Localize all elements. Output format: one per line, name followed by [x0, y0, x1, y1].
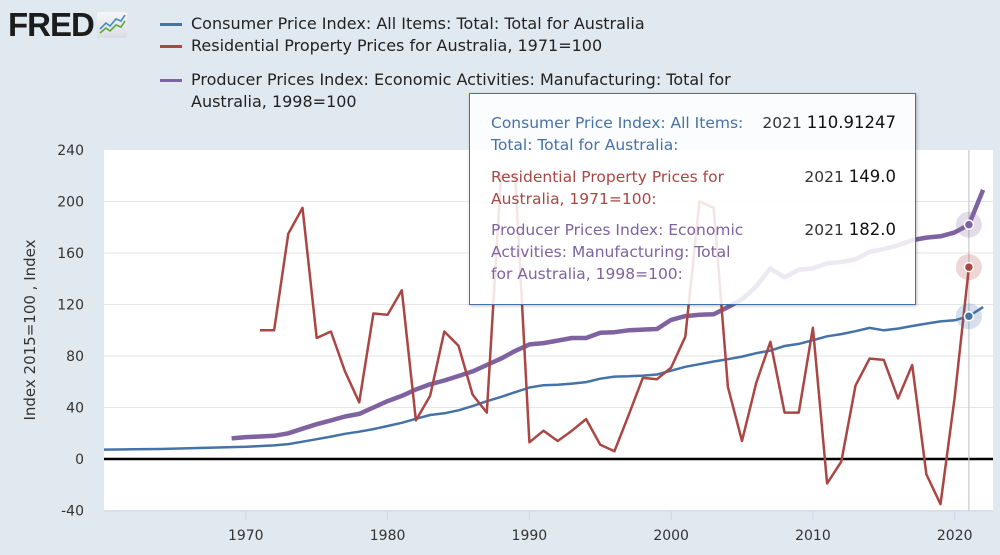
fred-logo[interactable]: FRED: [8, 8, 127, 42]
y-tick-label: 160: [57, 246, 84, 262]
tooltip-series-name: Consumer Price Index: All Items: Total: …: [491, 114, 744, 154]
tooltip-number: 149.0: [848, 167, 896, 186]
x-tick-label: 1980: [370, 528, 406, 544]
legend-label: Residential Property Prices for Australi…: [191, 36, 603, 55]
hover-point: [963, 261, 975, 273]
legend-swatch: [160, 23, 182, 26]
tooltip-year: 2021: [804, 168, 844, 186]
tooltip-value: 2021 149.0: [804, 166, 896, 188]
tooltip-value: 2021 110.91247: [762, 112, 896, 134]
tooltip-series-name: Producer Prices Index: Economic Activiti…: [491, 221, 744, 283]
tooltip-value: 2021 182.0: [804, 219, 896, 241]
x-tick-label: 2010: [795, 528, 831, 544]
tooltip-row-ppi: Producer Prices Index: Economic Activiti…: [491, 219, 896, 285]
chart-legend: Consumer Price Index: All Items: Total: …: [160, 13, 801, 113]
y-tick-label: 200: [57, 195, 84, 211]
line-chart-icon: [96, 12, 127, 38]
hover-point: [963, 219, 975, 230]
legend-item-ppi[interactable]: Producer Prices Index: Economic Activiti…: [160, 69, 801, 113]
y-tick-label: -40: [61, 504, 84, 520]
y-tick-label: 0: [75, 452, 84, 468]
legend-item-property[interactable]: Residential Property Prices for Australi…: [160, 35, 801, 57]
x-tick-label: 1970: [228, 528, 264, 544]
tooltip-year: 2021: [762, 114, 802, 132]
tooltip-series-name: Residential Property Prices for Australi…: [491, 168, 724, 208]
fred-logo-text: FRED: [8, 6, 95, 43]
x-tick-label: 2020: [937, 528, 973, 544]
legend-label: Producer Prices Index: Economic Activiti…: [191, 70, 731, 111]
hover-markers: [955, 211, 982, 330]
series-line-1: [260, 174, 971, 506]
y-tick-label: 80: [66, 349, 84, 365]
y-axis-ticks: -40 0 40 80 120 160 200 240: [57, 143, 84, 520]
tooltip-row-property: Residential Property Prices for Australi…: [491, 166, 896, 210]
tooltip: Consumer Price Index: All Items: Total: …: [469, 93, 916, 305]
x-axis-ticks: 1970 1980 1990 2000 2010 2020: [228, 511, 973, 544]
x-tick-label: 1990: [512, 528, 548, 544]
y-tick-label: 120: [57, 298, 84, 314]
legend-swatch: [160, 45, 182, 48]
tooltip-year: 2021: [804, 221, 844, 239]
tooltip-row-cpi: Consumer Price Index: All Items: Total: …: [491, 112, 896, 156]
y-tick-label: 240: [57, 143, 84, 159]
series-line-0: [104, 306, 984, 451]
legend-swatch: [160, 79, 182, 82]
tooltip-number: 182.0: [848, 220, 896, 239]
hover-point: [963, 310, 975, 322]
y-tick-label: 40: [66, 401, 84, 417]
tooltip-number: 110.91247: [806, 113, 896, 132]
x-tick-label: 2000: [653, 528, 689, 544]
legend-item-cpi[interactable]: Consumer Price Index: All Items: Total: …: [160, 13, 801, 35]
legend-label: Consumer Price Index: All Items: Total: …: [191, 14, 645, 33]
